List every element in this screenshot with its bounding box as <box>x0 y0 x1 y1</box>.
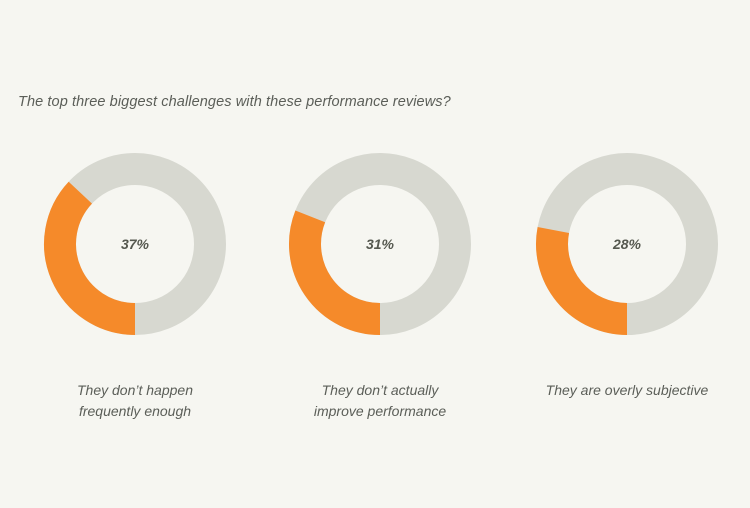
donut-caption-1: They don’t happen frequently enough <box>77 382 193 419</box>
donut-segment-1 <box>44 181 136 335</box>
donut-chart-2: 31% They don’t actually improve performa… <box>280 152 480 422</box>
donut-chart-3: 28% They are overly subjective <box>527 152 727 401</box>
donut-segment-2 <box>289 210 381 335</box>
donut-value-label-2: 31% <box>366 236 395 252</box>
donut-svg-1: 37% <box>44 153 226 335</box>
donut-svg-3: 28% <box>536 153 718 335</box>
chart-title: The top three biggest challenges with th… <box>18 94 451 110</box>
donut-chart-1: 37% They don’t happen frequently enough <box>35 152 235 422</box>
donut-svg-2: 31% <box>289 153 471 335</box>
donut-caption-2: They don’t actually improve performance <box>313 382 447 419</box>
donut-caption-3: They are overly subjective <box>545 382 709 398</box>
donut-value-label-3: 28% <box>612 236 642 252</box>
donut-segment-3 <box>536 226 628 335</box>
donut-value-label-1: 37% <box>121 236 150 252</box>
